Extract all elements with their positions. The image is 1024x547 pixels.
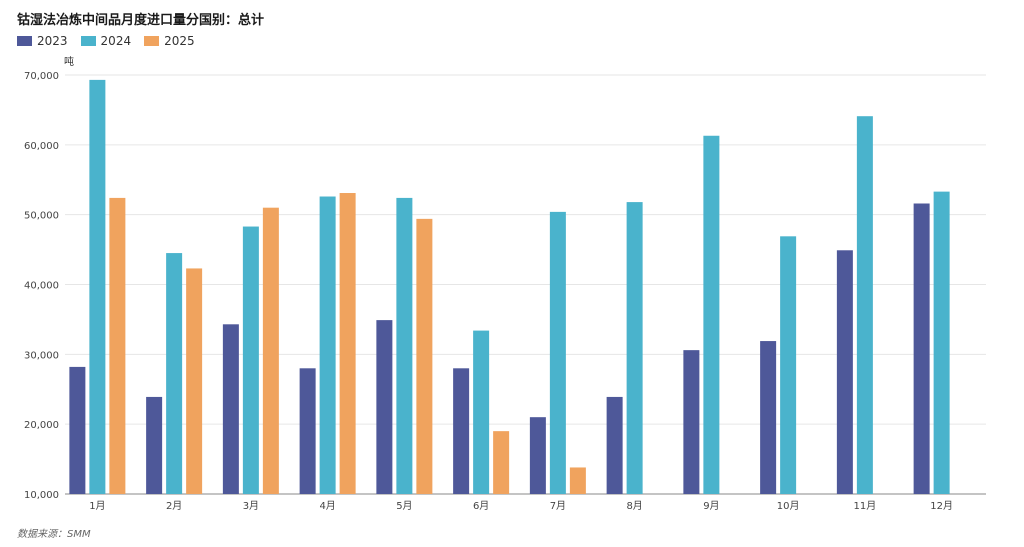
y-tick-label: 50,000 xyxy=(24,211,59,222)
x-tick-label: 4月 xyxy=(319,500,335,512)
y-tick-label: 30,000 xyxy=(24,350,59,361)
x-tick-label: 3月 xyxy=(243,500,259,512)
bar-2023-6[interactable] xyxy=(453,368,470,494)
y-tick-label: 20,000 xyxy=(24,420,59,431)
y-tick-label: 70,000 xyxy=(24,71,59,82)
x-tick-label: 8月 xyxy=(626,500,642,512)
legend-swatch-2024 xyxy=(80,36,96,46)
bar-2024-2[interactable] xyxy=(166,253,183,494)
x-tick-label: 10月 xyxy=(777,500,800,512)
bar-2023-11[interactable] xyxy=(836,250,853,494)
legend-label-2023: 2023 xyxy=(37,34,68,48)
bar-2023-10[interactable] xyxy=(760,341,777,494)
legend-swatch-2023 xyxy=(17,36,32,46)
bar-2024-11[interactable] xyxy=(856,116,873,495)
x-tick-label: 1月 xyxy=(89,500,105,512)
chart-title: 钴湿法冶炼中间品月度进口量分国别：总计 xyxy=(17,13,265,28)
y-tick-label: 40,000 xyxy=(24,281,59,292)
bar-2025-2[interactable] xyxy=(186,268,203,494)
bar-2025-4[interactable] xyxy=(339,193,356,495)
bar-2024-12[interactable] xyxy=(933,191,950,494)
bar-2024-7[interactable] xyxy=(549,211,566,494)
bar-2023-3[interactable] xyxy=(222,324,239,494)
legend-label-2025: 2025 xyxy=(164,34,195,48)
y-tick-label: 10,000 xyxy=(24,490,59,501)
bar-2023-4[interactable] xyxy=(299,368,316,494)
bar-2023-2[interactable] xyxy=(146,396,163,494)
bar-2025-6[interactable] xyxy=(493,431,510,494)
bar-2024-3[interactable] xyxy=(242,226,259,494)
bar-2023-9[interactable] xyxy=(683,350,700,494)
x-tick-label: 11月 xyxy=(854,500,877,512)
y-tick-label: 60,000 xyxy=(24,141,59,152)
bar-2025-1[interactable] xyxy=(109,197,126,494)
bar-2025-7[interactable] xyxy=(569,467,586,494)
bar-2024-4[interactable] xyxy=(319,196,336,494)
legend-label-2024: 2024 xyxy=(100,34,132,48)
bar-2023-5[interactable] xyxy=(376,320,393,494)
bar-2024-10[interactable] xyxy=(780,236,797,494)
bar-2024-1[interactable] xyxy=(89,79,106,494)
x-tick-label: 7月 xyxy=(550,500,566,512)
y-axis-unit-label: 吨 xyxy=(64,57,74,68)
bar-2025-3[interactable] xyxy=(262,207,279,494)
bar-2024-8[interactable] xyxy=(626,202,643,494)
bar-2023-8[interactable] xyxy=(606,396,623,494)
chart-legend: 2023 2024 2025 xyxy=(17,34,208,48)
x-tick-label: 9月 xyxy=(703,500,719,512)
x-tick-label: 6月 xyxy=(473,500,489,512)
x-tick-label: 12月 xyxy=(930,500,953,512)
data-source-note: 数据来源：SMM xyxy=(17,529,91,540)
legend-item-2023[interactable]: 2023 xyxy=(17,34,68,48)
bar-2024-5[interactable] xyxy=(396,197,413,494)
legend-item-2024[interactable]: 2024 xyxy=(80,34,132,48)
bar-2025-5[interactable] xyxy=(416,218,433,494)
bar-2024-9[interactable] xyxy=(703,135,720,494)
x-tick-label: 2月 xyxy=(166,500,182,512)
x-tick-label: 5月 xyxy=(396,500,412,512)
bar-2023-7[interactable] xyxy=(529,417,546,494)
legend-item-2025[interactable]: 2025 xyxy=(144,34,195,48)
bar-2023-1[interactable] xyxy=(69,366,86,494)
legend-swatch-2025 xyxy=(144,36,160,46)
bar-2024-6[interactable] xyxy=(473,330,490,494)
bar-2023-12[interactable] xyxy=(913,203,930,494)
